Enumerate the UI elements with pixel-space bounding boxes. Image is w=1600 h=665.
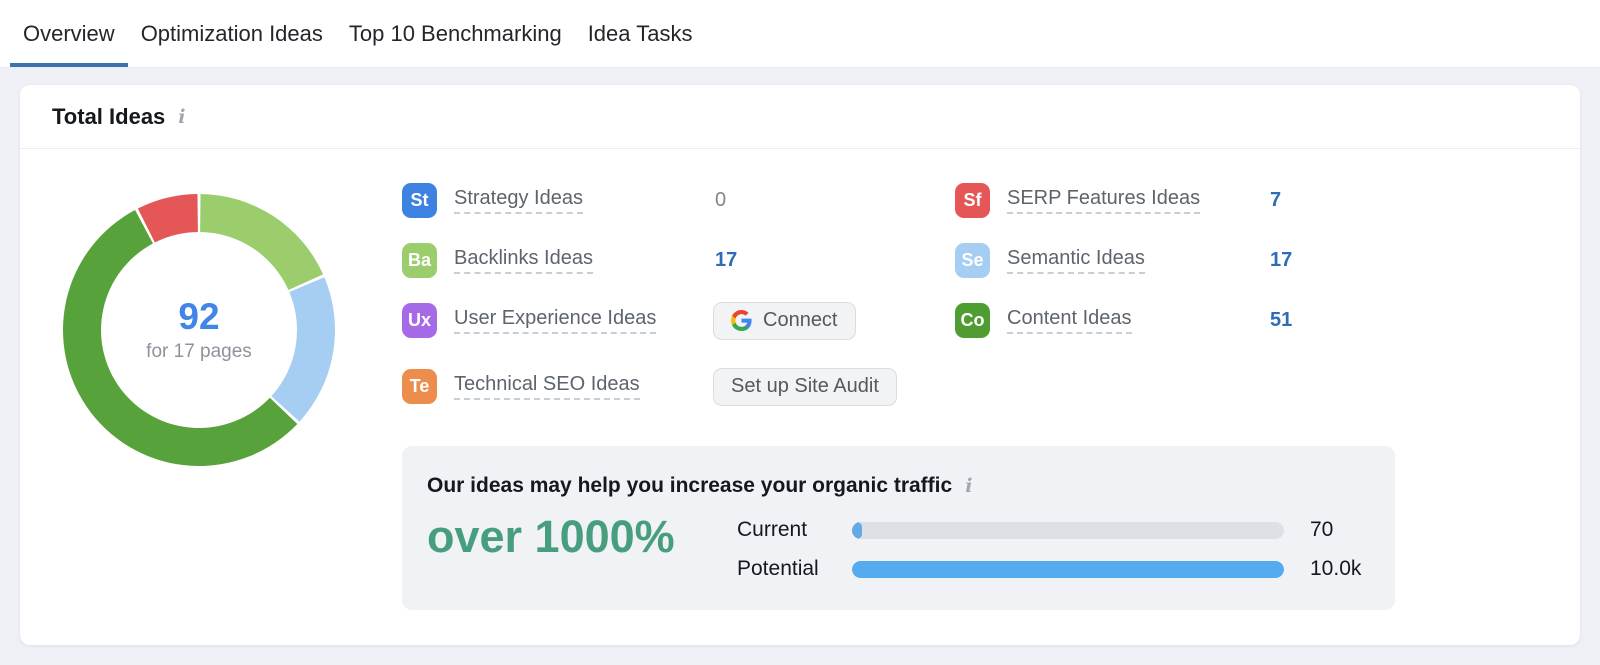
current-traffic-label: Current [737, 518, 808, 541]
info-icon[interactable]: i [965, 475, 973, 497]
idea-row-strategy: St Strategy Ideas 0 [402, 182, 962, 219]
current-traffic-bar [852, 521, 1284, 539]
semantic-ideas-count: 17 [1270, 249, 1293, 271]
organic-traffic-panel: Our ideas may help you increase your org… [402, 446, 1395, 610]
backlinks-badge: Ba [402, 243, 437, 278]
card-header: Total Ideas i [20, 85, 1580, 149]
total-ideas-card: Total Ideas i 92 for 17 pages St Strateg… [20, 85, 1580, 645]
tab-bar: Overview Optimization Ideas Top 10 Bench… [0, 0, 1600, 68]
content-ideas-count: 51 [1270, 309, 1293, 331]
organic-traffic-heading-text: Our ideas may help you increase your org… [427, 474, 953, 497]
google-g-icon [731, 309, 752, 331]
tab-idea-tasks[interactable]: Idea Tasks [587, 20, 693, 46]
tab-overview[interactable]: Overview [10, 0, 128, 67]
user-experience-badge: Ux [402, 303, 437, 338]
potential-traffic-label: Potential [737, 557, 819, 580]
idea-row-content: Co Content Ideas 51 [955, 302, 1515, 339]
content-badge: Co [955, 303, 990, 338]
tab-optimization-ideas[interactable]: Optimization Ideas [140, 20, 323, 46]
idea-row-backlinks: Ba Backlinks Ideas 17 [402, 242, 962, 279]
technical-seo-ideas-link[interactable]: Technical SEO Ideas [454, 373, 640, 400]
current-traffic-value: 70 [1310, 518, 1334, 541]
technical-seo-badge: Te [402, 369, 437, 404]
strategy-badge: St [402, 183, 437, 218]
backlinks-ideas-count: 17 [715, 249, 738, 271]
idea-row-user-experience: Ux User Experience Ideas Connect [402, 301, 962, 340]
backlinks-ideas-link[interactable]: Backlinks Ideas [454, 247, 593, 274]
semantic-ideas-link[interactable]: Semantic Ideas [1007, 247, 1145, 274]
connect-google-button[interactable]: Connect [713, 301, 856, 340]
semantic-badge: Se [955, 243, 990, 278]
idea-row-semantic: Se Semantic Ideas 17 [955, 242, 1515, 279]
donut-segment [271, 277, 335, 422]
potential-traffic-value: 10.0k [1310, 557, 1362, 580]
current-traffic-row: Current 70 [737, 518, 1334, 541]
serp-features-ideas-count: 7 [1270, 189, 1282, 211]
organic-traffic-heading: Our ideas may help you increase your org… [427, 474, 972, 498]
idea-row-serp-features: Sf SERP Features Ideas 7 [955, 182, 1515, 219]
potential-traffic-bar [852, 560, 1284, 578]
serp-features-ideas-link[interactable]: SERP Features Ideas [1007, 187, 1201, 214]
info-icon[interactable]: i [178, 105, 186, 128]
card-title: Total Ideas [52, 103, 166, 129]
potential-traffic-bar-fill [852, 560, 1284, 578]
donut-svg [62, 194, 335, 467]
serp-features-badge: Sf [955, 183, 990, 218]
potential-traffic-row: Potential 10.0k [737, 557, 1362, 580]
donut-segment [200, 194, 324, 290]
connect-button-label: Connect [763, 308, 838, 331]
strategy-ideas-count: 0 [715, 189, 727, 211]
setup-site-audit-button[interactable]: Set up Site Audit [713, 367, 897, 406]
total-ideas-donut: 92 for 17 pages [59, 190, 339, 470]
tab-top-10-benchmarking[interactable]: Top 10 Benchmarking [348, 20, 562, 46]
content-ideas-link[interactable]: Content Ideas [1007, 307, 1132, 334]
donut-segment [62, 209, 298, 467]
donut-segment [137, 194, 198, 243]
traffic-increase-value: over 1000% [427, 511, 675, 562]
idea-row-technical-seo: Te Technical SEO Ideas Set up Site Audit [402, 367, 962, 406]
current-traffic-bar-fill [852, 521, 862, 539]
setup-site-audit-label: Set up Site Audit [731, 374, 879, 397]
user-experience-ideas-link[interactable]: User Experience Ideas [454, 307, 657, 334]
strategy-ideas-link[interactable]: Strategy Ideas [454, 187, 583, 214]
